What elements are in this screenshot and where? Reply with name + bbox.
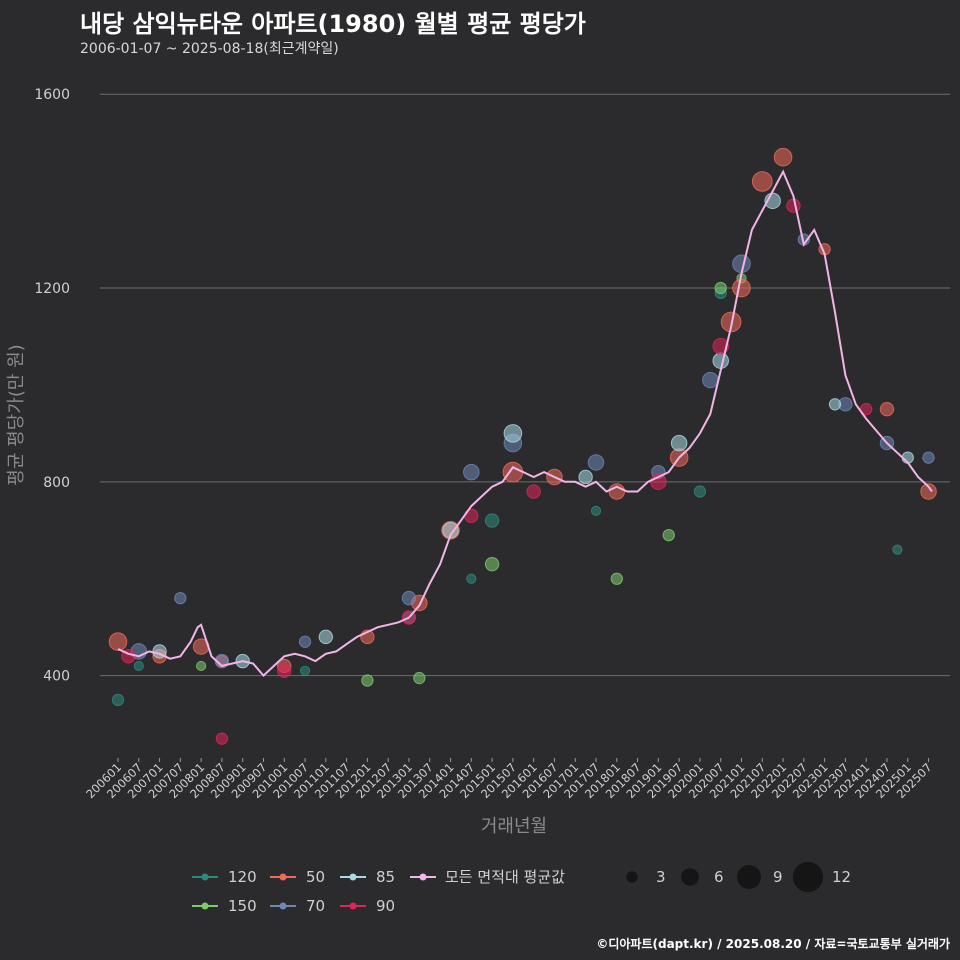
- legend-label-70: 70: [306, 897, 325, 915]
- size-legend-label: 3: [656, 868, 666, 886]
- data-point-85: [828, 398, 842, 411]
- chart-subtitle: 2006-01-07 ~ 2025-08-18(최근계약일): [80, 41, 339, 57]
- chart-title: 내당 삼익뉴타운 아파트(1980) 월별 평균 평당가: [80, 10, 586, 38]
- size-legend-label: 6: [714, 868, 724, 886]
- legend-marker-90: [349, 902, 357, 910]
- data-point-150: [196, 660, 207, 672]
- size-legend-circle: [737, 865, 761, 889]
- legend-label-85: 85: [376, 868, 395, 886]
- data-point-150: [361, 674, 374, 687]
- data-point-70: [174, 591, 187, 605]
- y-tick-label: 800: [43, 475, 70, 491]
- data-point-90: [860, 403, 873, 416]
- data-point-120: [299, 665, 311, 676]
- data-point-70: [401, 590, 417, 606]
- data-point-70: [922, 451, 935, 464]
- data-point-85: [578, 469, 593, 485]
- data-point-150: [714, 281, 727, 295]
- data-point-50: [732, 278, 751, 298]
- data-point-90: [526, 484, 541, 499]
- data-point-120: [484, 513, 500, 528]
- data-point-50: [773, 147, 793, 167]
- data-point-85: [670, 434, 688, 452]
- size-legend-circle: [681, 868, 699, 886]
- data-point-120: [892, 544, 903, 555]
- data-point-70: [463, 463, 480, 481]
- x-tick-labels: 2006012006072007012007072008012008072009…: [83, 758, 935, 801]
- data-point-50: [502, 461, 524, 483]
- legend-label-90: 90: [376, 897, 395, 915]
- average-line-group: [117, 169, 933, 678]
- size-legend-label: 12: [832, 868, 851, 886]
- y-tick-label: 400: [43, 669, 70, 685]
- average-line: [117, 169, 933, 678]
- legend-label-average: 모든 면적대 평균값: [445, 868, 565, 886]
- size-legend-circle: [792, 861, 824, 893]
- legend-label-50: 50: [306, 868, 325, 886]
- data-point-120: [590, 505, 602, 517]
- data-point-50: [108, 632, 128, 652]
- legend-marker-85: [349, 873, 357, 881]
- data-point-85: [442, 522, 459, 539]
- y-axis-label: 평균 평당가(만 원): [6, 344, 27, 485]
- data-point-150: [610, 572, 623, 585]
- data-point-90: [277, 663, 292, 678]
- y-tick-label: 1200: [34, 281, 70, 297]
- data-point-150: [484, 556, 500, 572]
- size-legend-label: 9: [773, 868, 783, 886]
- legend-marker-70: [279, 902, 287, 910]
- legend-marker-average: [419, 873, 427, 881]
- data-point-120: [693, 485, 707, 498]
- size-legend-circle: [626, 871, 638, 883]
- legend-marker-50: [279, 873, 287, 881]
- data-point-70: [587, 454, 605, 471]
- legend-label-150: 150: [228, 897, 257, 915]
- y-tick-labels: 400 800 1200 1600: [34, 87, 70, 684]
- data-point-85: [503, 424, 523, 443]
- x-axis-label: 거래년월: [481, 816, 547, 837]
- data-point-70: [702, 371, 719, 389]
- source-caption: ©디아파트(dapt.kr) / 2025.08.20 / 자료=국토교통부 실…: [596, 937, 950, 951]
- data-point-150: [662, 528, 675, 542]
- data-point-150: [413, 671, 426, 685]
- legend: 120 150 50 70 85 90 모든 면적대 평균값 3 6 9 12: [192, 861, 851, 915]
- data-point-120: [466, 573, 477, 584]
- data-point-85: [318, 629, 334, 645]
- data-point-70: [298, 635, 312, 648]
- data-point-120: [133, 660, 144, 672]
- y-tick-label: 1600: [34, 87, 70, 103]
- legend-marker-150: [201, 902, 209, 910]
- data-point-50: [751, 171, 773, 192]
- legend-marker-120: [201, 873, 209, 881]
- data-point-50: [920, 483, 937, 500]
- legend-label-120: 120: [228, 868, 257, 886]
- data-point-50: [879, 401, 895, 417]
- data-point-120: [111, 693, 125, 707]
- data-point-90: [215, 732, 229, 745]
- scatter-points: [108, 147, 937, 745]
- grid-lines: [100, 93, 950, 677]
